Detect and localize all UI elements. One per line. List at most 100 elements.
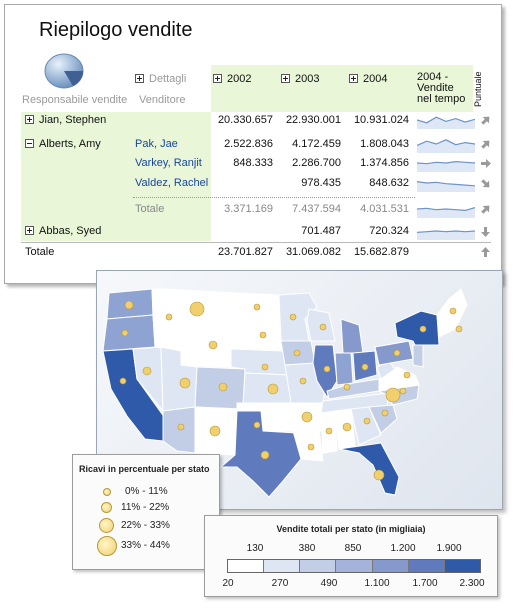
bubble-kansas <box>267 383 279 395</box>
value-2002: 23.701.827 <box>217 246 273 258</box>
bubble-tennessee <box>385 387 401 403</box>
col-header-2003[interactable]: 2003 <box>281 73 319 85</box>
col-header-2002[interactable]: 2002 <box>213 73 251 85</box>
value-2003: 2.286.700 <box>292 157 341 169</box>
value-2004: 848.632 <box>369 177 409 189</box>
sparkline <box>417 181 475 192</box>
bubble-california <box>119 377 127 385</box>
manager-name[interactable]: Jian, Stephen <box>25 114 106 126</box>
color-legend: Vendite totali per stato (in migliaia) 1… <box>204 515 498 597</box>
bubble-legend: Ricavi in percentuale per stato 0% - 11%… <box>72 454 220 570</box>
bubble-legend-item: 22% - 33% <box>91 517 201 537</box>
bubble-legend-item: 33% - 44% <box>91 536 201 557</box>
bubble-south-dakota <box>259 331 267 339</box>
color-legend-swatch <box>336 560 373 572</box>
sparkline-area <box>417 181 475 192</box>
bubble-pennsylvania <box>393 349 401 357</box>
expand-2002-icon[interactable] <box>213 74 222 83</box>
bubble-ohio <box>361 363 369 371</box>
trend-arrow-icon <box>481 179 490 188</box>
state-kansas <box>242 372 292 404</box>
color-legend-swatch <box>408 560 445 572</box>
seller-link[interactable]: Pak, Jae <box>135 138 178 150</box>
state-florida <box>338 442 400 496</box>
col-header-details[interactable]: Dettagli <box>135 73 186 85</box>
color-legend-swatch <box>444 560 480 572</box>
color-legend-swatch <box>264 560 301 572</box>
bubble-missouri <box>299 377 307 385</box>
sparkline-line <box>417 181 475 187</box>
state-wyoming <box>180 326 234 368</box>
pie-chart-logo-icon <box>44 53 84 89</box>
bubble-south-carolina <box>381 409 389 417</box>
trend-arrow-shape <box>481 116 490 125</box>
expand-2003-icon[interactable] <box>281 74 290 83</box>
bubble-oregon <box>121 329 129 337</box>
sparkline-area <box>417 231 475 240</box>
header-band <box>211 65 473 112</box>
bubble-wisconsin <box>319 323 327 331</box>
bubble-legend-swatch <box>103 488 111 496</box>
bubble-utah <box>179 377 191 389</box>
color-legend-bottom-label: 1.700 <box>412 578 438 589</box>
manager-name[interactable]: Alberts, Amy <box>25 138 101 150</box>
expand-icon[interactable] <box>25 115 34 124</box>
bubble-legend-label: 0% - 11% <box>125 486 168 497</box>
bubble-legend-swatch <box>97 536 117 556</box>
color-legend-top-label: 130 <box>246 543 264 554</box>
col-header-sales-over-time: 2004 - Vendite nel tempo <box>417 71 466 105</box>
sparkline-line <box>417 160 475 165</box>
bubble-legend-label: 22% - 33% <box>121 520 170 531</box>
state-new-jersey <box>412 344 424 368</box>
value-2002: 20.330.657 <box>217 114 273 126</box>
report-title: Riepilogo vendite <box>39 19 193 41</box>
bubble-wyoming <box>208 340 218 350</box>
bubble-north-dakota <box>253 303 261 311</box>
value-2004: 4.031.531 <box>360 203 409 215</box>
year-2004-label: 2004 <box>363 73 388 85</box>
expand-2004-icon[interactable] <box>349 74 358 83</box>
seller-link[interactable]: Varkey, Ranjit <box>135 157 202 169</box>
color-legend-title: Vendite totali per stato (in migliaia) <box>276 524 426 534</box>
details-label: Dettagli <box>149 73 187 85</box>
value-2003: 7.437.594 <box>292 203 341 215</box>
bubble-florida <box>373 469 385 481</box>
color-legend-swatch <box>228 560 265 572</box>
color-legend-top-label: 850 <box>344 543 362 554</box>
collapse-icon[interactable] <box>25 139 34 148</box>
year-2002-label: 2002 <box>227 73 252 85</box>
grandtotal-separator <box>21 242 491 243</box>
sparkline-line <box>417 116 475 124</box>
bubble-legend-label: 33% - 44% <box>121 540 170 551</box>
bubble-mississippi <box>325 427 333 435</box>
bubble-montana <box>189 301 205 317</box>
manager-name[interactable]: Abbas, Syed <box>25 225 101 237</box>
us-map-svg <box>102 288 468 498</box>
trend-arrow-icon <box>481 247 490 257</box>
bubble-new-england <box>449 307 457 315</box>
expand-icon[interactable] <box>25 226 34 235</box>
trend-arrow-shape <box>481 140 490 149</box>
sales-summary-report: Riepilogo vendite Responsabile vendite D… <box>4 4 502 284</box>
trend-arrow-icon <box>481 159 491 168</box>
bubble-virginia <box>403 371 411 379</box>
bubble-arkansas <box>301 411 313 423</box>
bubble-legend-item: 11% - 22% <box>91 499 201 519</box>
bubble-idaho <box>165 313 173 321</box>
bubble-legend-swatch <box>99 518 114 533</box>
bubble-new-mexico <box>209 425 221 437</box>
state-michigan <box>340 318 364 354</box>
bubble-texas <box>260 450 270 460</box>
expand-details-icon[interactable] <box>135 74 144 83</box>
sparkline <box>417 116 475 129</box>
bubble-minnesota <box>289 313 297 321</box>
value-2004: 1.808.043 <box>360 138 409 150</box>
seller-link[interactable]: Valdez, Rachel <box>135 177 209 189</box>
color-legend-bar <box>227 559 481 573</box>
manager-name-text: Alberts, Amy <box>39 138 101 150</box>
state-indiana <box>334 352 354 386</box>
col-header-2004[interactable]: 2004 <box>349 73 387 85</box>
state-new-york <box>394 310 440 346</box>
manager-name-text: Abbas, Syed <box>39 225 102 237</box>
bubble-iowa <box>293 349 301 357</box>
